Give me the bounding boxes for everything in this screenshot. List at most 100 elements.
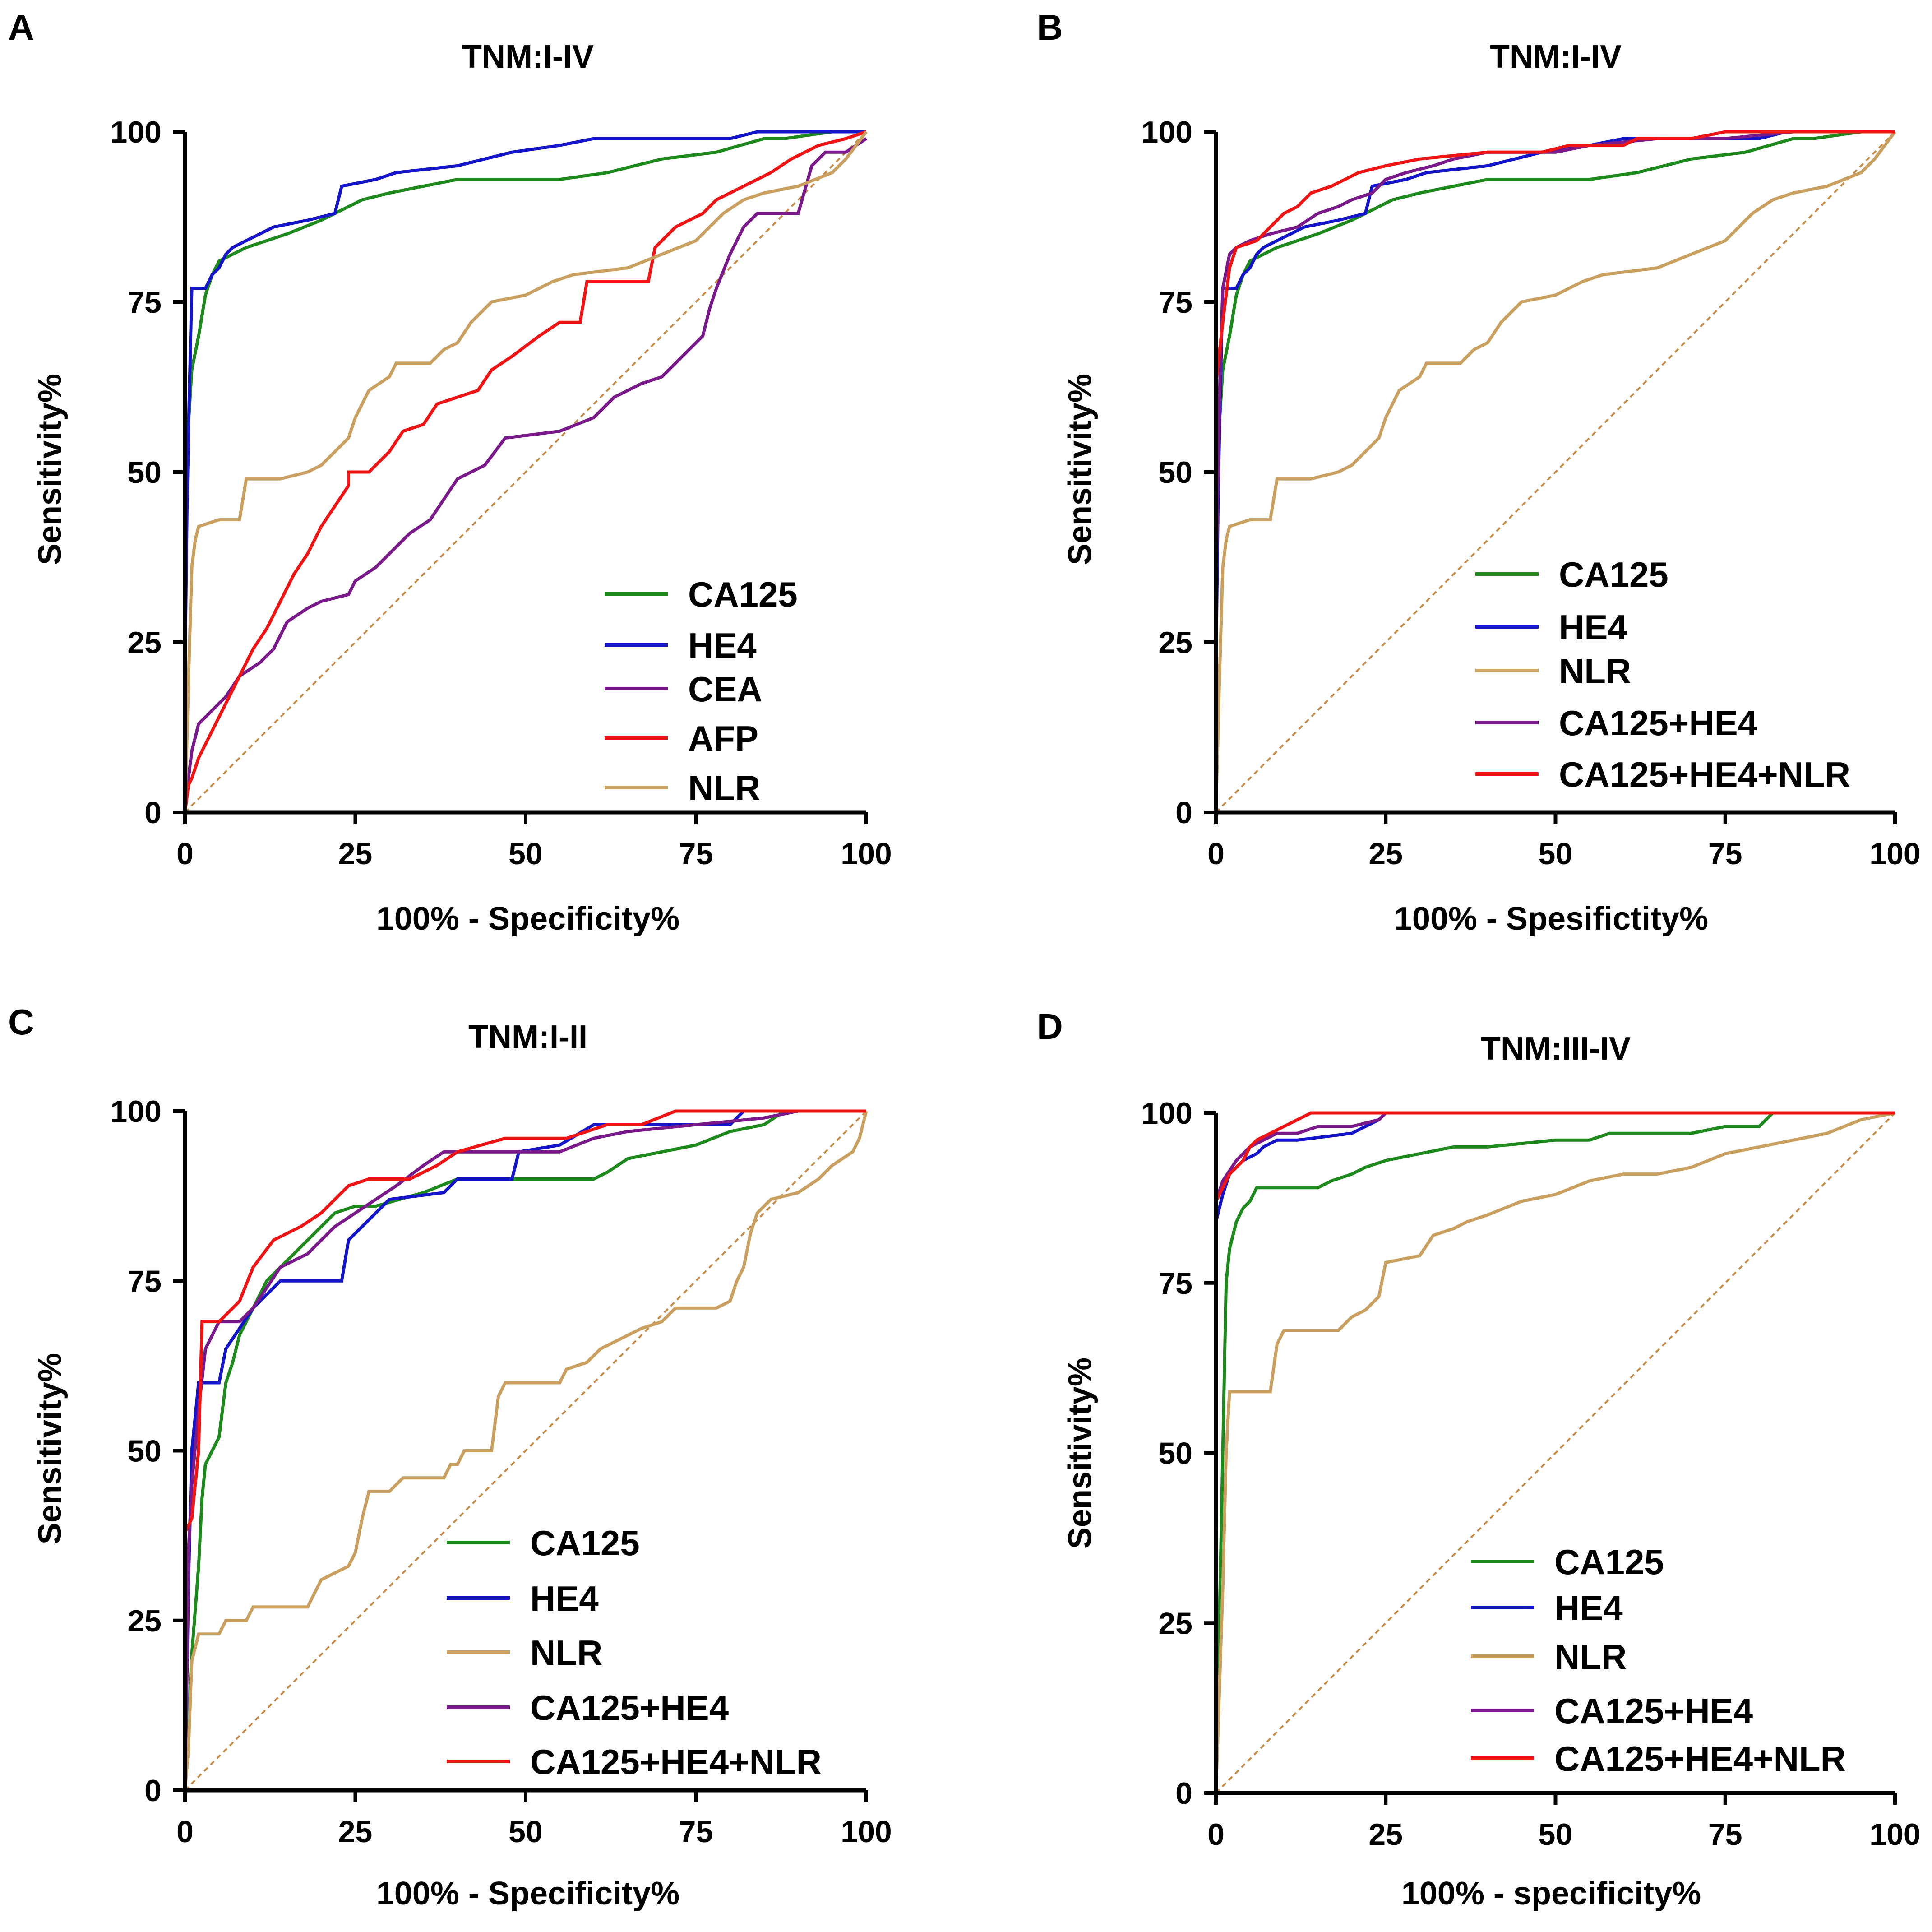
y-tick-label: 100 <box>111 115 162 149</box>
legend-label-ca125: CA125 <box>1554 1542 1664 1582</box>
y-tick-label: 25 <box>1158 625 1192 660</box>
x-tick-label: 0 <box>1207 837 1225 871</box>
x-tick-label: 100 <box>841 837 892 871</box>
legend-label-he4: HE4 <box>688 625 757 665</box>
reference-diagonal <box>184 131 867 813</box>
x-tick-label: 100 <box>1869 1817 1920 1852</box>
x-axis-label: 100% - Specificity% <box>376 901 679 937</box>
x-tick-label: 50 <box>508 837 543 871</box>
y-tick-label: 25 <box>127 625 162 660</box>
legend-label-nlr: NLR <box>1554 1637 1627 1677</box>
chart-title: TNM:I-II <box>468 1019 587 1055</box>
x-axis-label: 100% - Specificity% <box>376 1876 679 1912</box>
x-tick-label: 50 <box>1539 1817 1573 1852</box>
y-tick-label: 0 <box>144 1774 162 1808</box>
chart-title: TNM:I-IV <box>1490 39 1622 75</box>
legend-label-ca125-plus-he4: CA125+HE4 <box>1554 1691 1753 1731</box>
y-tick-label: 75 <box>127 1264 162 1298</box>
panel-b: B TNM:I-IV 0 25 50 75 100 0 25 50 75 100 100% - Spes… <box>1037 7 1921 937</box>
x-tick-label: 0 <box>176 1815 194 1849</box>
legend-label-nlr: NLR <box>688 768 760 808</box>
x-tick-label: 0 <box>176 837 194 871</box>
roc-curve-ca125-plus-he4-plus-nlr <box>1214 130 1895 812</box>
x-tick-label: 0 <box>1207 1817 1225 1852</box>
panel-a: A TNM:I-IV 0 25 50 75 100 0 25 50 75 100 100% - Spec… <box>8 7 892 937</box>
y-tick-label: 100 <box>1142 115 1192 149</box>
roc-curve-ca125-plus-he4-plus-nlr <box>183 1109 866 1790</box>
panel-letter: A <box>8 7 34 47</box>
legend-label-cea: CEA <box>688 669 763 709</box>
x-tick-label: 50 <box>508 1815 543 1849</box>
legend-label-ca125-plus-he4: CA125+HE4 <box>530 1688 729 1728</box>
y-tick-label: 50 <box>1158 455 1192 490</box>
legend-label-afp: AFP <box>688 718 758 758</box>
roc-curve-afp <box>183 130 867 813</box>
x-tick-label: 75 <box>1708 837 1742 871</box>
panel-letter: B <box>1037 7 1063 47</box>
roc-curve-ca125-plus-he4 <box>1214 1111 1895 1793</box>
y-tick-label: 100 <box>1142 1096 1192 1130</box>
panel-d: D TNM:III-IV 0 25 50 75 100 0 25 50 75 100 100% - sp… <box>1037 1006 1921 1912</box>
legend-label-he4: HE4 <box>530 1579 599 1618</box>
x-axis-label: 100% - specificity% <box>1401 1876 1701 1912</box>
roc-curve-ca125-plus-he4 <box>183 1109 866 1791</box>
legend-label-ca125: CA125 <box>688 575 798 614</box>
y-tick-label: 0 <box>1175 1776 1192 1811</box>
roc-curve-he4 <box>183 130 866 812</box>
x-tick-label: 25 <box>338 1815 373 1849</box>
reference-diagonal <box>184 1110 867 1791</box>
y-tick-label: 75 <box>1158 1266 1192 1301</box>
y-tick-label: 25 <box>127 1604 162 1638</box>
roc-curve-nlr <box>183 130 868 813</box>
legend-label-ca125-plus-he4-plus-nlr: CA125+HE4+NLR <box>530 1742 822 1782</box>
x-tick-label: 25 <box>1368 1817 1403 1852</box>
legend-label-nlr: NLR <box>1559 651 1631 691</box>
x-tick-label: 100 <box>841 1815 892 1849</box>
y-tick-label: 75 <box>127 285 162 320</box>
roc-curve-cea <box>183 137 867 813</box>
x-tick-label: 25 <box>1368 837 1403 871</box>
y-tick-label: 50 <box>127 1434 162 1469</box>
y-axis-label: Sensitivity% <box>32 374 68 565</box>
x-tick-label: 50 <box>1539 837 1573 871</box>
y-axis-label: Sensitivity% <box>32 1353 68 1544</box>
x-tick-label: 75 <box>679 837 713 871</box>
legend-label-ca125: CA125 <box>530 1523 640 1563</box>
legend-label-ca125: CA125 <box>1559 555 1669 594</box>
x-tick-label: 75 <box>1708 1817 1742 1852</box>
roc-curve-nlr <box>1214 130 1896 813</box>
x-tick-label: 75 <box>679 1815 713 1849</box>
panel-letter: C <box>8 1002 34 1042</box>
y-axis-label: Sensitivity% <box>1062 374 1098 565</box>
y-tick-label: 50 <box>127 455 162 490</box>
y-tick-label: 0 <box>1175 796 1192 830</box>
panel-letter: D <box>1037 1006 1063 1047</box>
legend-label-ca125-plus-he4-plus-nlr: CA125+HE4+NLR <box>1559 755 1850 794</box>
reference-diagonal <box>1215 1112 1896 1794</box>
panel-c: C TNM:I-II 0 25 50 75 100 0 25 50 75 100 100% - Spec… <box>8 1002 892 1912</box>
legend-label-he4: HE4 <box>1559 607 1627 647</box>
chart-title: TNM:I-IV <box>462 39 594 75</box>
roc-curve-nlr <box>1214 1111 1895 1793</box>
roc-curve-ca125 <box>1214 1111 1895 1793</box>
x-tick-label: 25 <box>338 837 373 871</box>
roc-curve-nlr <box>183 1111 868 1791</box>
roc-curve-ca125 <box>183 1109 866 1791</box>
roc-curve-ca125-plus-he4-plus-nlr <box>1214 1111 1895 1793</box>
chart-title: TNM:III-IV <box>1481 1031 1631 1067</box>
legend-label-nlr: NLR <box>530 1633 602 1673</box>
y-tick-label: 25 <box>1158 1606 1192 1640</box>
y-tick-label: 75 <box>1158 285 1192 320</box>
y-tick-label: 0 <box>144 796 162 830</box>
x-tick-label: 100 <box>1869 837 1920 871</box>
legend-label-ca125-plus-he4: CA125+HE4 <box>1559 703 1757 743</box>
reference-diagonal <box>1215 131 1896 813</box>
y-tick-label: 100 <box>111 1094 162 1129</box>
legend-label-he4: HE4 <box>1554 1588 1623 1628</box>
legend-label-ca125-plus-he4-plus-nlr: CA125+HE4+NLR <box>1554 1739 1846 1779</box>
y-tick-label: 50 <box>1158 1436 1192 1471</box>
x-axis-label: 100% - Spesifictity% <box>1394 901 1708 937</box>
y-axis-label: Sensitivity% <box>1062 1357 1098 1549</box>
roc-curve-he4 <box>183 1109 866 1791</box>
